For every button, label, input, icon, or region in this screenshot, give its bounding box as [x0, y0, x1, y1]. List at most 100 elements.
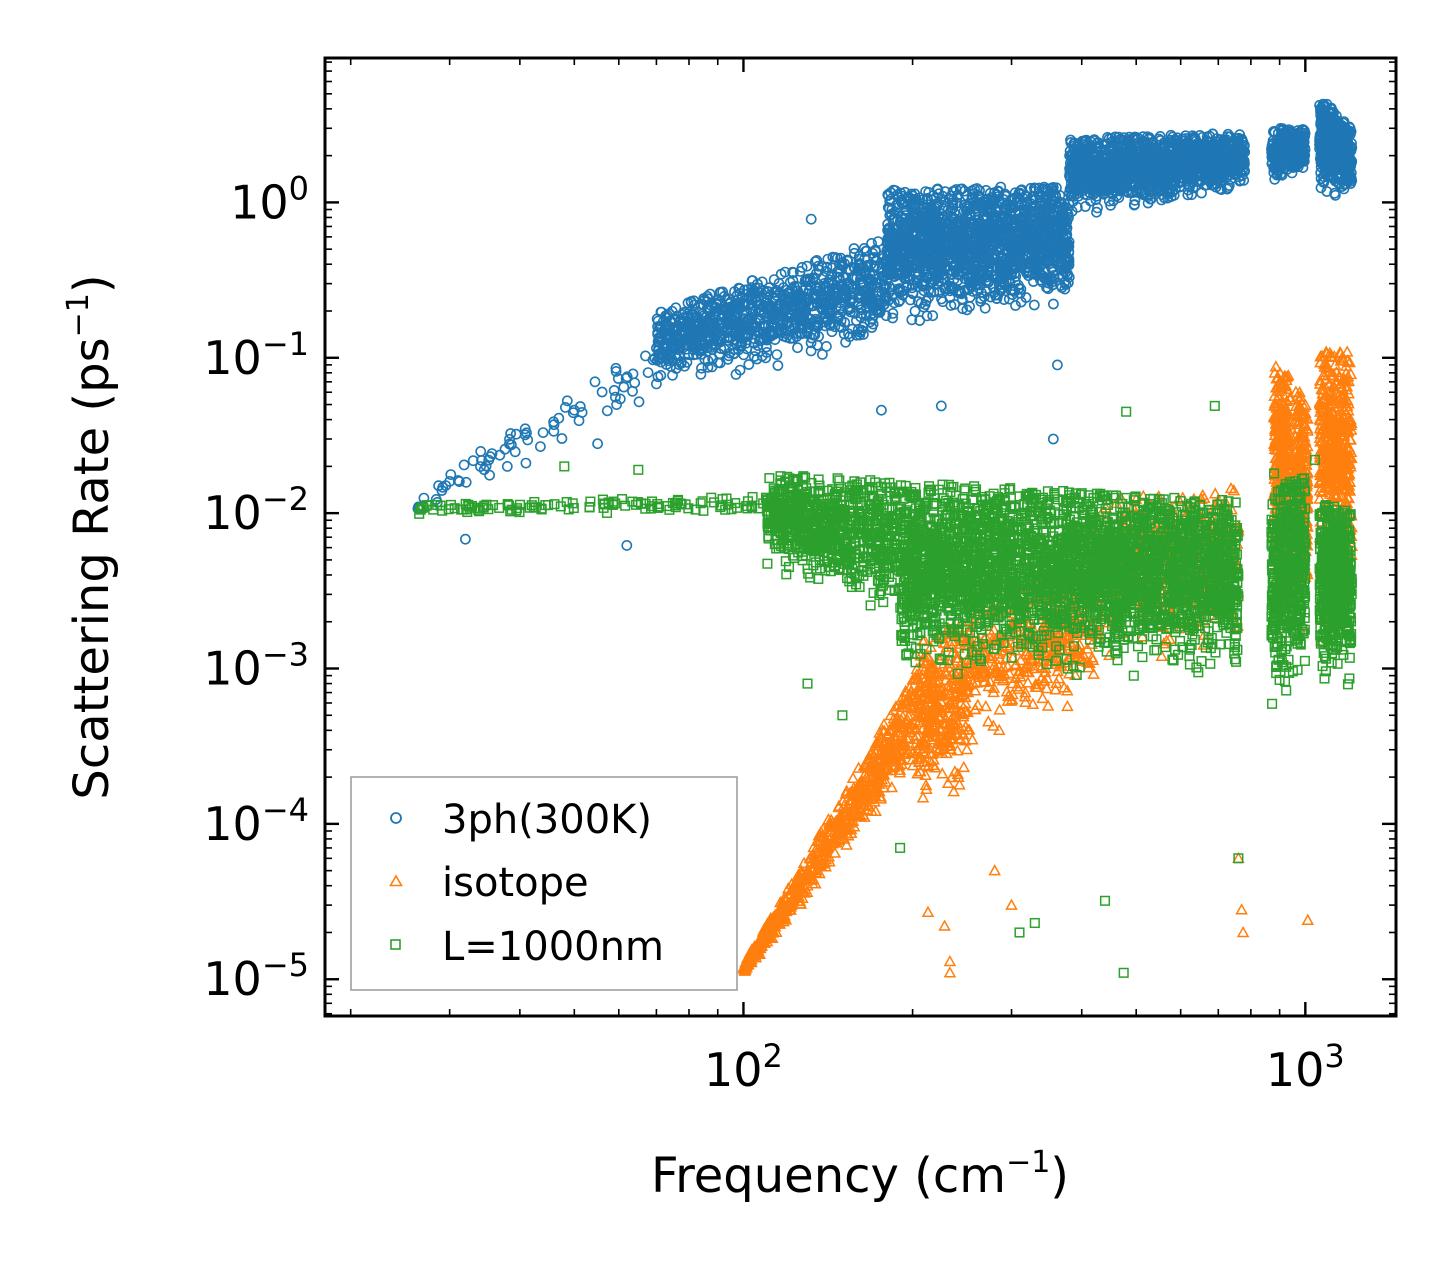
- threeph-point: [740, 313, 752, 325]
- threeph-point: [818, 282, 830, 293]
- threeph-point: [835, 252, 846, 264]
- threeph-point: [860, 293, 871, 305]
- threeph-point: [729, 312, 741, 323]
- threeph-point: [774, 306, 786, 318]
- threeph-point: [695, 368, 707, 380]
- threeph-point: [666, 340, 677, 352]
- threeph-point: [844, 331, 855, 343]
- threeph-point: [601, 405, 613, 417]
- threeph-point: [835, 315, 847, 327]
- threeph-point: [747, 299, 758, 311]
- threeph-point: [748, 351, 760, 362]
- threeph-point: [731, 317, 743, 329]
- threeph-point: [760, 327, 772, 339]
- threeph-point: [826, 326, 838, 338]
- threeph-point: [668, 314, 680, 326]
- threeph-point: [669, 349, 681, 361]
- threeph-point: [611, 399, 622, 410]
- threeph-point: [824, 284, 836, 296]
- threeph-point: [685, 309, 697, 320]
- threeph-point: [826, 270, 838, 281]
- threeph-point: [670, 302, 682, 314]
- threeph-point: [739, 323, 751, 335]
- threeph-point: [576, 406, 588, 418]
- threeph-point: [761, 334, 773, 346]
- threeph-point: [727, 319, 739, 331]
- threeph-point: [761, 341, 772, 353]
- threeph-point: [680, 339, 692, 351]
- threeph-point: [801, 260, 813, 272]
- threeph-point: [660, 321, 672, 333]
- threeph-point: [669, 326, 681, 337]
- threeph-point: [887, 307, 899, 319]
- series-0: [412, 98, 1358, 551]
- threeph-point: [853, 298, 865, 310]
- threeph-point: [853, 250, 865, 262]
- threeph-point: [484, 469, 495, 481]
- threeph-point: [655, 369, 667, 381]
- threeph-point: [596, 386, 608, 398]
- threeph-point: [696, 362, 707, 374]
- threeph-point: [548, 425, 560, 437]
- threeph-point: [1010, 300, 1021, 311]
- threeph-point: [728, 343, 740, 355]
- threeph-point: [556, 433, 568, 444]
- threeph-point: [480, 460, 492, 472]
- threeph-point: [807, 273, 819, 285]
- threeph-point: [794, 327, 806, 339]
- threeph-point: [740, 337, 752, 349]
- threeph-point: [697, 340, 708, 352]
- threeph-point: [707, 344, 718, 355]
- threeph-point: [535, 441, 546, 452]
- threeph-point: [499, 443, 511, 455]
- threeph-point: [756, 350, 768, 362]
- threeph-point: [843, 303, 855, 315]
- threeph-point: [733, 282, 745, 294]
- threeph-point: [831, 266, 843, 278]
- threeph-point: [751, 353, 763, 365]
- threeph-point: [610, 391, 621, 403]
- threeph-point: [836, 257, 848, 268]
- threeph-point: [618, 381, 630, 393]
- threeph-point: [974, 185, 985, 196]
- threeph-point: [811, 267, 822, 279]
- threeph-point: [685, 296, 697, 308]
- threeph-point: [1048, 298, 1059, 310]
- threeph-point: [788, 320, 800, 332]
- threeph-point: [835, 322, 847, 333]
- threeph-point: [861, 245, 873, 257]
- threeph-point: [838, 291, 850, 303]
- threeph-point: [893, 296, 905, 308]
- threeph-point: [752, 286, 764, 298]
- threeph-point: [822, 291, 833, 303]
- threeph-point: [754, 304, 766, 316]
- threeph-point: [816, 260, 828, 272]
- threeph-point: [867, 298, 878, 310]
- threeph-point: [811, 339, 823, 351]
- threeph-point: [561, 395, 573, 407]
- threeph-point: [692, 340, 704, 352]
- threeph-point: [504, 433, 515, 445]
- threeph-point: [445, 469, 457, 480]
- threeph-point: [854, 329, 866, 341]
- threeph-point: [709, 303, 720, 314]
- threeph-point: [627, 368, 639, 380]
- threeph-point: [713, 294, 724, 306]
- threeph-point: [743, 359, 755, 370]
- threeph-point: [823, 318, 835, 330]
- threeph-point: [705, 318, 717, 330]
- threeph-point: [866, 237, 877, 249]
- threeph-point: [855, 311, 867, 323]
- threeph-point: [874, 306, 886, 318]
- threeph-point: [775, 268, 787, 280]
- threeph-point: [851, 272, 863, 284]
- threeph-point: [764, 300, 776, 312]
- threeph-point: [706, 361, 718, 373]
- threeph-point: [433, 480, 444, 492]
- threeph-point: [757, 301, 769, 313]
- threeph-point: [621, 371, 633, 383]
- threeph-point: [687, 308, 698, 319]
- threeph-point: [873, 306, 885, 317]
- threeph-point: [858, 242, 870, 254]
- threeph-point: [734, 364, 746, 376]
